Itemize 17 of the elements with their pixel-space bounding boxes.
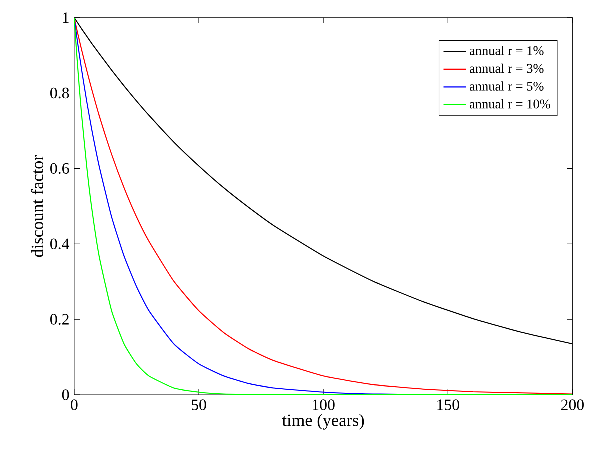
x-tick-label: 100 xyxy=(313,400,335,411)
y-tick-label: 0.8 xyxy=(50,88,70,99)
y-tick-label: 0 xyxy=(62,390,70,401)
x-tick-label: 150 xyxy=(438,400,460,411)
y-axis-title: discount factor xyxy=(31,155,44,258)
x-tick-label: 0 xyxy=(71,400,78,411)
x-axis-title: time (years) xyxy=(282,414,364,430)
legend-label: annual r = 3% xyxy=(470,64,544,74)
y-tick-label: 1 xyxy=(63,12,69,24)
y-tick-label: 0.2 xyxy=(50,314,69,326)
x-tick-label: 50 xyxy=(192,400,206,411)
y-tick-label: 0.6 xyxy=(50,164,70,174)
legend-label: annual r = 10% xyxy=(470,100,550,109)
legend-label: annual r = 1% xyxy=(470,46,544,56)
y-tick-label: 0.4 xyxy=(50,238,70,250)
x-tick-label: 200 xyxy=(561,400,584,411)
legend-label: annual r = 5% xyxy=(470,82,544,92)
